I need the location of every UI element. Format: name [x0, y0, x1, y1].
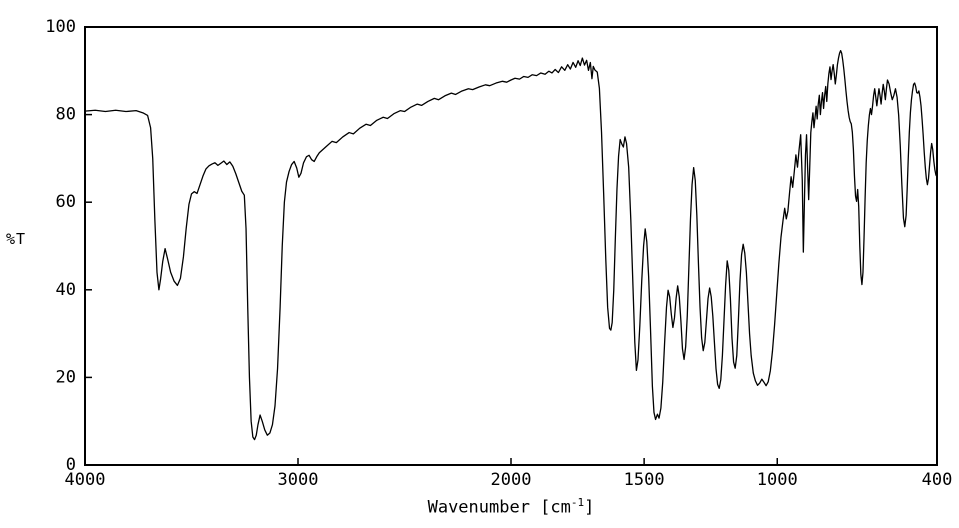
y-tick-label: 100 [45, 17, 76, 37]
x-tick-label: 3000 [278, 470, 319, 490]
y-tick-label: 20 [56, 367, 76, 387]
x-axis-label: Wavenumber [cm-1] [85, 496, 937, 518]
x-axis-label-text: Wavenumber [cm [427, 497, 571, 518]
y-tick-label: 80 [56, 105, 76, 125]
y-tick-label: 60 [56, 192, 76, 212]
x-axis-label-superscript: -1 [570, 496, 585, 509]
x-tick-label: 2000 [491, 470, 532, 490]
spectrum-trace [84, 50, 938, 441]
y-tick-label: 0 [66, 455, 76, 475]
x-tick-label: 400 [922, 470, 953, 490]
x-tick-label: 1000 [757, 470, 798, 490]
plot-frame [84, 26, 938, 466]
x-axis-label-close: ] [584, 497, 595, 518]
y-axis-label: %T [6, 230, 27, 248]
x-tick-label: 1500 [624, 470, 665, 490]
x-tick-label: 4000 [65, 470, 106, 490]
y-tick-label: 40 [56, 280, 76, 300]
